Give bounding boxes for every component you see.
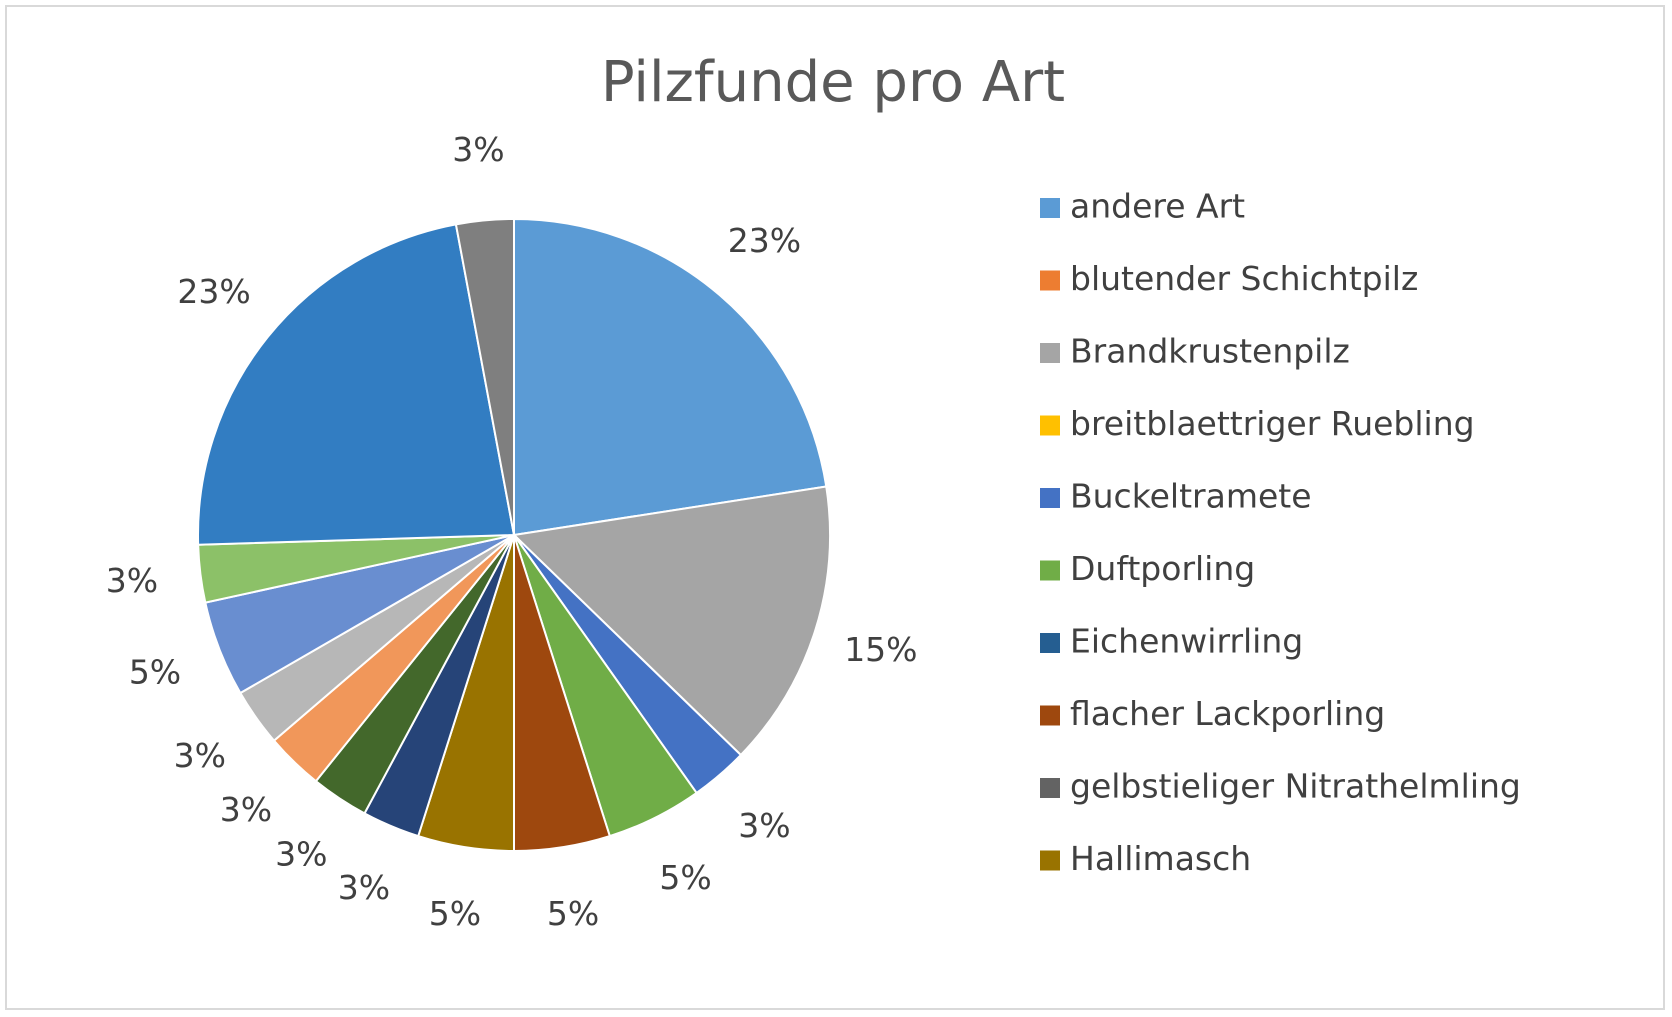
data-label-hallimasch: 5% (429, 894, 481, 933)
legend-label-blutender-schichtpilz: blutender Schichtpilz (1070, 259, 1418, 298)
legend-swatch-eichenwirrling (1040, 633, 1060, 653)
pie-labels: 23%15%3%5%5%5%3%3%3%3%5%3%23%3% (106, 130, 918, 933)
data-label-slice-7: 3% (338, 868, 390, 907)
data-label-slice-11: 5% (129, 653, 181, 692)
legend-label-duftporling: Duftporling (1070, 549, 1255, 588)
data-label-slice-12: 3% (106, 561, 158, 600)
legend-swatch-brandkrustenpilz (1040, 343, 1060, 363)
legend-swatch-duftporling (1040, 560, 1060, 581)
legend-label-eichenwirrling: Eichenwirrling (1070, 622, 1303, 661)
data-label-slice-10: 3% (174, 736, 226, 775)
legend-swatch-blutender-schichtpilz (1040, 270, 1060, 291)
data-label-brandkrustenpilz: 15% (844, 630, 917, 669)
legend-label-andere-art: andere Art (1070, 187, 1245, 226)
data-label-slice-9: 3% (220, 790, 272, 829)
legend-swatch-hallimasch (1040, 850, 1060, 871)
chart-title: Pilzfunde pro Art (601, 50, 1065, 115)
pie-slices (197, 217, 831, 853)
pie-slice-brandkrustenpilz (511, 485, 831, 757)
pie-slice-slice-14 (454, 217, 515, 536)
legend: andere Art blutender Schichtpilz Brandkrus… (1040, 187, 1521, 878)
pie-chart: Pilzfunde pro Art 23%15%3%5%5%5%3%3%3%3%… (106, 50, 1521, 933)
legend-label-buckeltramete: Buckeltramete (1070, 477, 1312, 516)
data-label-buckeltramete: 3% (738, 806, 790, 845)
chart-frame: Pilzfunde pro Art 23% 15% 3% 5% 5% 5% 3% 3% 3% 3%… (5, 5, 1665, 1010)
legend-swatch-breitblaettriger-ruebling (1040, 415, 1060, 436)
legend-label-brandkrustenpilz: Brandkrustenpilz (1070, 332, 1350, 371)
legend-swatch-gelbstieliger-nitrathelmling (1040, 778, 1060, 798)
legend-swatch-flacher-lackporling (1040, 705, 1060, 726)
pie-slice-slice-13 (197, 223, 516, 546)
legend-label-flacher-lackporling: flacher Lackporling (1070, 694, 1385, 733)
legend-label-hallimasch: Hallimasch (1070, 839, 1251, 878)
data-label-flacher-lackporling: 5% (547, 894, 599, 933)
data-label-slice-14: 3% (452, 130, 504, 169)
legend-swatch-buckeltramete (1040, 488, 1060, 508)
pie-slice-andere-art (513, 217, 828, 537)
legend-label-breitblaettriger-ruebling: breitblaettriger Ruebling (1070, 404, 1475, 443)
legend-swatch-andere-art (1040, 198, 1060, 218)
legend-label-gelbstieliger-nitrathelmling: gelbstieliger Nitrathelmling (1070, 767, 1521, 806)
data-label-andere-art: 23% (728, 221, 801, 260)
data-label-slice-8: 3% (275, 834, 327, 873)
data-label-duftporling: 5% (659, 858, 711, 897)
data-label-slice-13: 23% (177, 272, 250, 311)
